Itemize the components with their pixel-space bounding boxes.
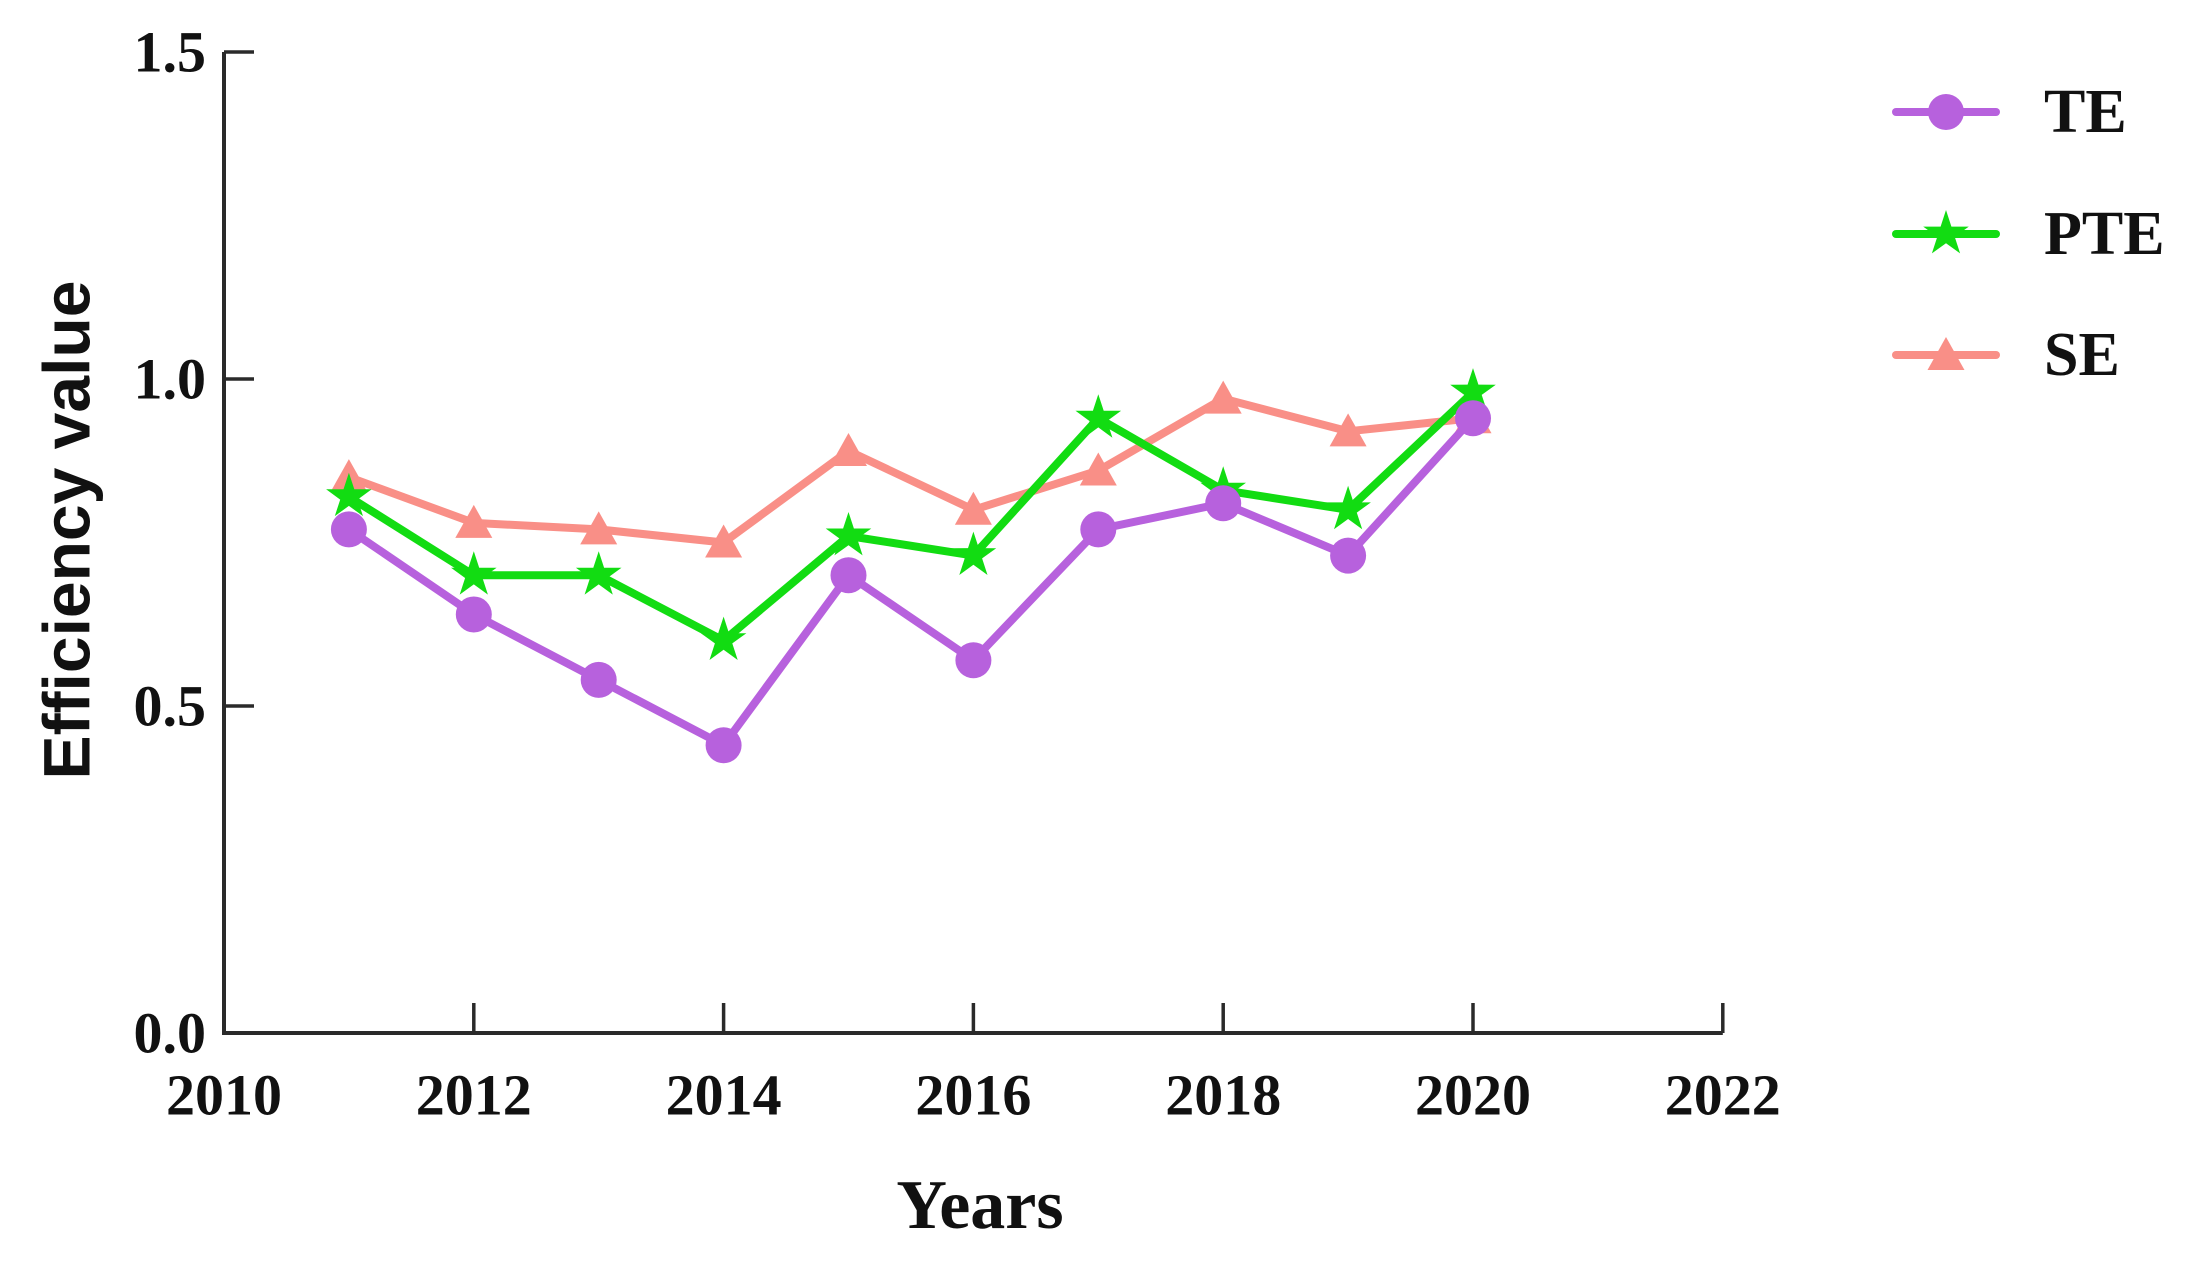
marker-pte-2016 [950, 531, 997, 575]
x-tick-label-2020: 2020 [1415, 1063, 1531, 1128]
series-line-se [344, 394, 1477, 547]
marker-te-2020 [1455, 400, 1491, 437]
marker-pte-2020 [1450, 368, 1496, 412]
marker-pte-2015 [825, 512, 872, 556]
marker-te-2015 [830, 557, 867, 594]
y-tick-label-1.5: 1.5 [134, 20, 207, 85]
marker-se-2016 [954, 491, 992, 525]
legend-label-se: SE [2044, 321, 2120, 389]
marker-se-2015 [830, 432, 867, 466]
legend-item-te: TE [1892, 78, 2127, 146]
series-line-te [344, 414, 1477, 750]
marker-se-2013 [580, 511, 618, 545]
marker-se-2018 [1204, 380, 1242, 414]
marker-te-2016 [955, 642, 992, 679]
legend-marker-se [1927, 337, 1965, 370]
marker-se-2012 [455, 504, 493, 538]
marker-pte-2014 [700, 616, 747, 660]
x-tick-label-2022: 2022 [1665, 1063, 1781, 1128]
y-axis-title: Efficiency value [29, 281, 103, 780]
series-te [330, 400, 1491, 764]
marker-pte-2017 [1075, 394, 1122, 438]
marker-te-2011 [330, 511, 367, 548]
y-tick-label-0.5: 0.5 [134, 674, 207, 739]
marker-te-2019 [1330, 537, 1367, 574]
marker-pte-2011 [326, 472, 372, 517]
x-tick-label-2012: 2012 [416, 1063, 532, 1128]
legend-item-pte: PTE [1892, 200, 2165, 268]
x-tick-label-2010: 2010 [166, 1063, 282, 1128]
marker-te-2014 [705, 727, 742, 764]
marker-te-2012 [455, 596, 492, 633]
marker-se-2019 [1329, 413, 1367, 447]
legend-label-pte: PTE [2044, 200, 2165, 268]
marker-te-2017 [1080, 511, 1117, 548]
marker-pte-2012 [451, 551, 497, 595]
legend-marker-te [1928, 94, 1964, 130]
series-pte [326, 368, 1496, 660]
legend-item-se: SE [1892, 321, 2120, 389]
marker-se-2014 [705, 524, 743, 558]
legend-marker-pte [1923, 210, 1969, 254]
x-tick-label-2016: 2016 [915, 1063, 1031, 1128]
series-se [330, 380, 1492, 558]
legend-label-te: TE [2044, 78, 2127, 146]
legend-layer: TE PTE SE [1892, 78, 2165, 389]
y-tick-label-0.0: 0.0 [134, 1001, 207, 1066]
y-tick-label-1.0: 1.0 [134, 347, 207, 412]
series-layer [326, 368, 1496, 764]
marker-te-2018 [1205, 485, 1242, 522]
marker-te-2013 [580, 661, 617, 698]
axes-layer: 0.0 0.5 1.0 1.5 2010 2012 2014 2016 2018 2020 2022 [134, 20, 1781, 1128]
series-line-pte [344, 388, 1477, 645]
x-tick-label-2014: 2014 [666, 1063, 782, 1128]
marker-pte-2019 [1325, 485, 1371, 530]
x-tick-label-2018: 2018 [1165, 1063, 1281, 1128]
marker-pte-2013 [575, 551, 622, 595]
x-axis-title: Years [896, 1167, 1063, 1244]
marker-se-2017 [1079, 452, 1117, 486]
